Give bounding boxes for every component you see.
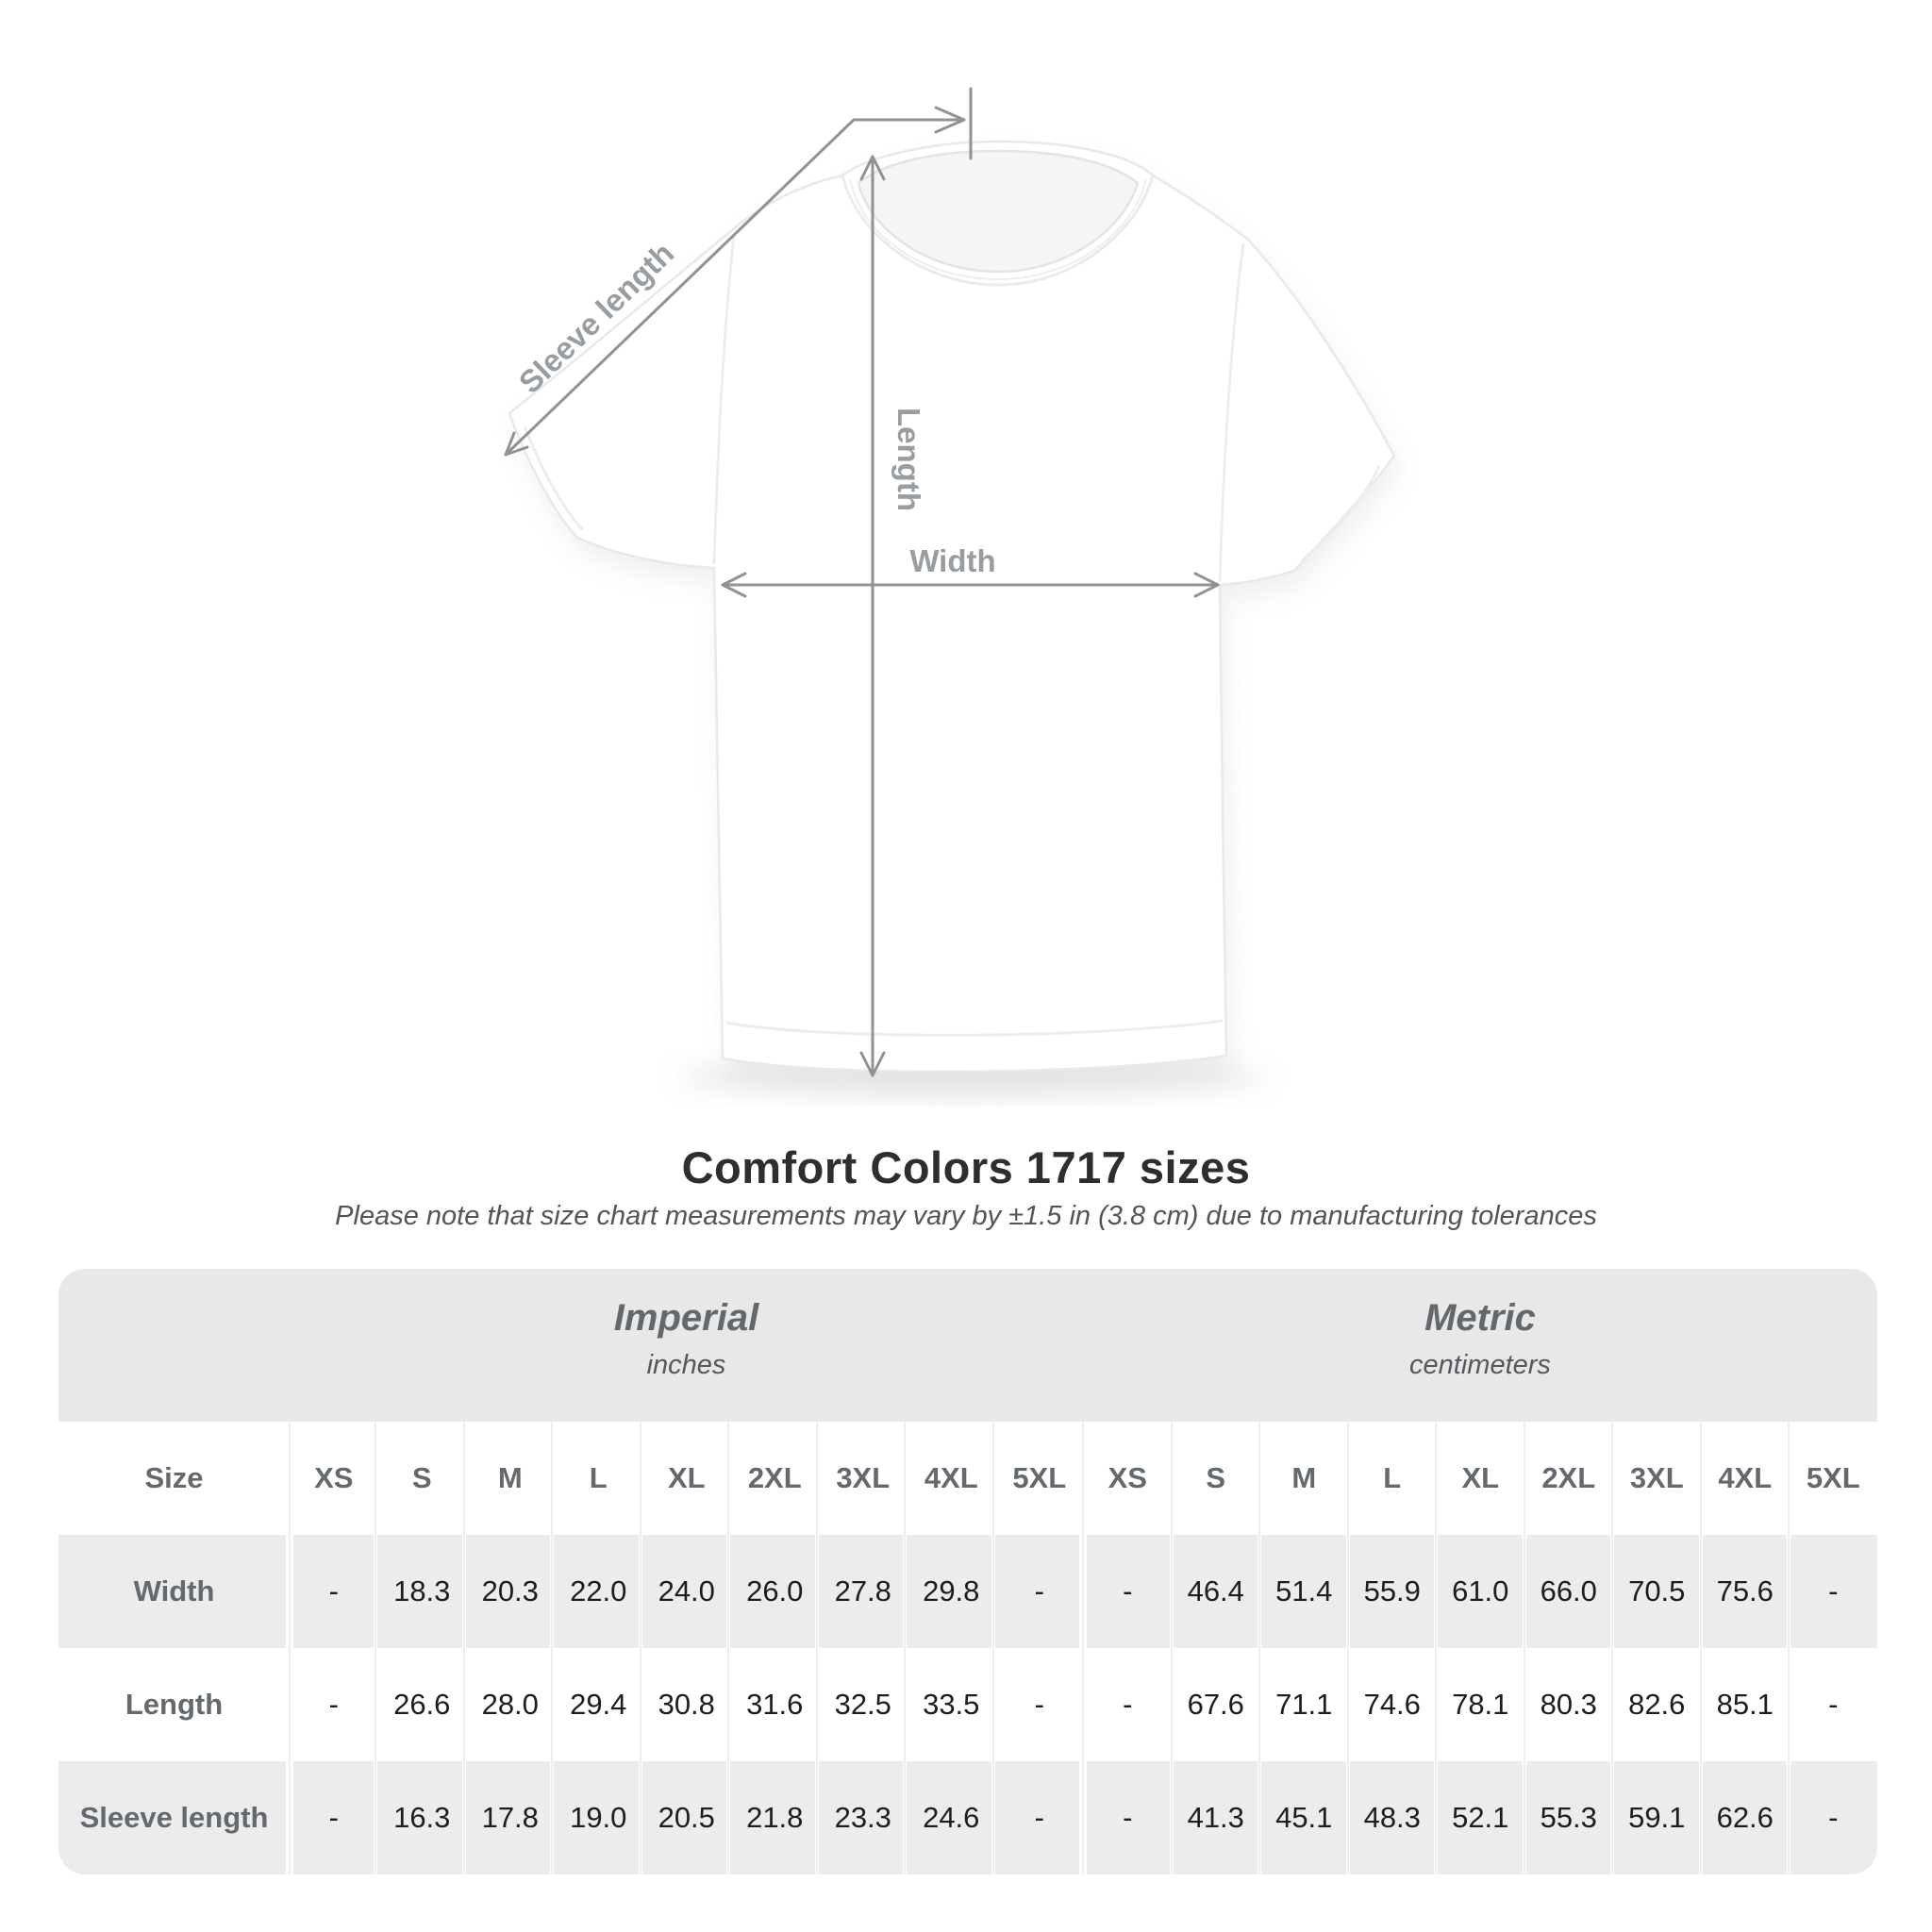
size-value-cell: 16.3	[393, 1801, 451, 1834]
page-title: Comfort Colors 1717 sizes	[681, 1142, 1251, 1192]
metric-section-title: Metric	[1424, 1297, 1536, 1339]
size-value-cell: 20.3	[481, 1574, 539, 1607]
size-value-cell: 30.8	[658, 1688, 715, 1721]
size-header-cell: XL	[667, 1461, 706, 1494]
size-value-cell: 29.4	[570, 1688, 627, 1721]
metric-section-header: Metric centimeters	[1083, 1269, 1877, 1422]
size-value-cell: 46.4	[1187, 1574, 1244, 1607]
size-header-cell: M	[1291, 1461, 1317, 1494]
width-row: Width - 18.3 20.3 22.0 24.0 26.0 27.8 29…	[58, 1535, 1877, 1648]
size-header-cell: 3XL	[1629, 1461, 1684, 1494]
size-value-cell: 33.5	[923, 1688, 980, 1721]
size-value-cell: -	[1123, 1801, 1133, 1834]
size-value-cell: 55.3	[1540, 1801, 1597, 1834]
size-value-cell: 82.6	[1628, 1688, 1686, 1721]
size-header-cell: 4XL	[924, 1461, 978, 1494]
size-value-cell: 17.8	[481, 1801, 539, 1834]
size-value-cell: 23.3	[834, 1801, 891, 1834]
size-value-cell: -	[328, 1574, 339, 1607]
row-label: Sleeve length	[79, 1801, 269, 1834]
size-value-cell: 28.0	[481, 1688, 539, 1721]
size-column-header: Size	[144, 1461, 204, 1494]
size-value-cell: 19.0	[570, 1801, 627, 1834]
page-subtitle: Please note that size chart measurements…	[335, 1201, 1597, 1231]
size-value-cell: 24.0	[658, 1574, 715, 1607]
size-value-cell: 75.6	[1716, 1574, 1774, 1607]
size-value-cell: 78.1	[1452, 1688, 1509, 1721]
size-value-cell: 62.6	[1716, 1801, 1774, 1834]
size-header-cell: L	[1383, 1461, 1402, 1494]
size-value-cell: 26.6	[393, 1688, 451, 1721]
imperial-section-unit: inches	[646, 1350, 726, 1380]
size-table: Imperial inches Metric centimeters Size …	[58, 1269, 1877, 1874]
size-header-cell: XS	[1108, 1461, 1147, 1494]
size-value-cell: 45.1	[1275, 1801, 1333, 1834]
size-value-cell: 67.6	[1187, 1688, 1244, 1721]
size-header-cell: L	[589, 1461, 608, 1494]
size-value-cell: 61.0	[1452, 1574, 1509, 1607]
size-header-cell: XL	[1461, 1461, 1500, 1494]
size-value-cell: -	[1123, 1574, 1133, 1607]
size-value-cell: 29.8	[923, 1574, 980, 1607]
size-header-cell: 5XL	[1012, 1461, 1067, 1494]
size-value-cell: 74.6	[1363, 1688, 1421, 1721]
size-value-cell: -	[1828, 1688, 1839, 1721]
size-value-cell: -	[1034, 1801, 1044, 1834]
size-header-row: Size XS S M L XL 2XL 3XL 4XL 5XL XS S M …	[58, 1422, 1877, 1535]
unit-section-band: Imperial inches Metric centimeters	[58, 1269, 1877, 1422]
size-value-cell: 20.5	[658, 1801, 715, 1834]
length-line	[859, 155, 886, 1077]
row-label: Length	[125, 1688, 224, 1721]
size-header-cell: S	[411, 1461, 432, 1494]
size-value-cell: -	[1034, 1574, 1044, 1607]
imperial-section-title: Imperial	[613, 1297, 759, 1339]
width-label: Width	[909, 543, 995, 578]
size-value-cell: -	[328, 1801, 339, 1834]
size-header-cell: 3XL	[836, 1461, 891, 1494]
tshirt-graphic	[508, 140, 1396, 1074]
size-header-cell: 2XL	[747, 1461, 802, 1494]
size-value-cell: 80.3	[1540, 1688, 1597, 1721]
length-row: Length - 26.6 28.0 29.4 30.8 31.6 32.5 3…	[58, 1648, 1877, 1761]
size-value-cell: 52.1	[1452, 1801, 1509, 1834]
metric-section-unit: centimeters	[1409, 1350, 1551, 1380]
sleeve-length-line	[504, 87, 973, 457]
size-value-cell: 22.0	[570, 1574, 627, 1607]
size-header-cell: M	[497, 1461, 523, 1494]
row-label: Width	[133, 1574, 215, 1607]
size-value-cell: 85.1	[1716, 1688, 1774, 1721]
size-value-cell: -	[328, 1688, 339, 1721]
size-value-cell: 18.3	[393, 1574, 451, 1607]
size-value-cell: 31.6	[746, 1688, 804, 1721]
collar	[857, 149, 1140, 274]
size-value-cell: 26.0	[746, 1574, 804, 1607]
size-value-cell: 24.6	[923, 1801, 980, 1834]
measurement-lines	[504, 87, 1220, 1077]
size-value-cell: 21.8	[746, 1801, 804, 1834]
size-header-cell: 4XL	[1718, 1461, 1773, 1494]
width-line	[721, 572, 1220, 598]
size-value-cell: 59.1	[1628, 1801, 1686, 1834]
size-value-cell: -	[1828, 1801, 1839, 1834]
size-value-cell: 48.3	[1363, 1801, 1421, 1834]
size-value-cell: -	[1034, 1688, 1044, 1721]
size-value-cell: -	[1123, 1688, 1133, 1721]
size-value-cell: 70.5	[1628, 1574, 1686, 1607]
size-value-cell: 41.3	[1187, 1801, 1244, 1834]
size-header-cell: XS	[314, 1461, 354, 1494]
size-header-cell: S	[1206, 1461, 1226, 1494]
size-value-cell: 51.4	[1275, 1574, 1333, 1607]
length-label: Length	[891, 408, 926, 511]
size-value-cell: 55.9	[1363, 1574, 1421, 1607]
size-header-cell: 2XL	[1541, 1461, 1596, 1494]
size-header-cell: 5XL	[1806, 1461, 1860, 1494]
size-value-cell: 32.5	[834, 1688, 891, 1721]
sleeve-length-row: Sleeve length - 16.3 17.8 19.0 20.5 21.8…	[58, 1761, 1877, 1874]
size-value-cell: 27.8	[834, 1574, 891, 1607]
size-value-cell: 71.1	[1275, 1688, 1333, 1721]
tshirt-measurement-diagram: Sleeve length Length Width	[504, 87, 1400, 1098]
size-value-cell: -	[1828, 1574, 1839, 1607]
imperial-section-header: Imperial inches	[290, 1269, 1083, 1422]
size-value-cell: 66.0	[1540, 1574, 1597, 1607]
